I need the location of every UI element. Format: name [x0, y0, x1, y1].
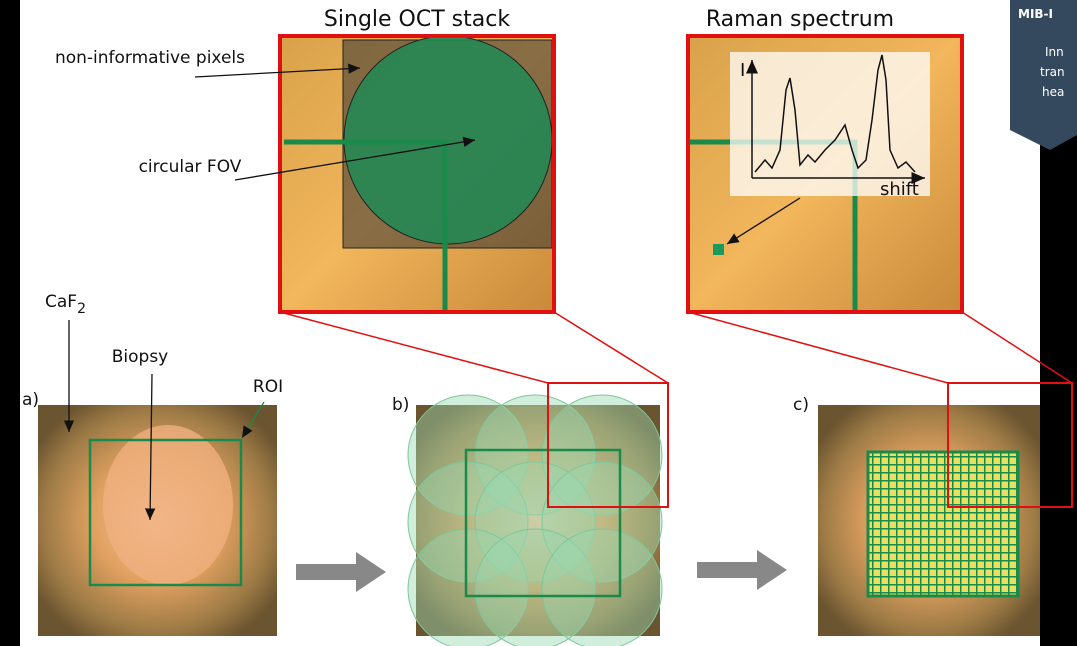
panel-label: b) [392, 395, 409, 415]
fov-tiles [408, 395, 662, 646]
raman-title: Raman spectrum [706, 7, 894, 32]
zoom-lines [280, 312, 1072, 383]
figure: MIB-I Inn tran hea Single OCT stack non-… [0, 0, 1077, 646]
y-axis-label: I [740, 60, 745, 81]
biopsy-label: Biopsy [112, 347, 169, 367]
pixels-label-text: non-informative pixels [55, 48, 245, 68]
badge-line: Inn [1045, 45, 1064, 59]
step-arrow [296, 552, 386, 592]
measure-point [713, 244, 724, 255]
substrate-label: CaF2 [45, 292, 86, 317]
x-axis-label: shift [880, 179, 919, 200]
left-strip [0, 0, 20, 646]
badge-title: MIB-I [1018, 7, 1053, 21]
step-arrow [697, 550, 787, 590]
oct-title: Single OCT stack [324, 7, 510, 32]
substrate-subscript: 2 [77, 301, 86, 317]
panel-label: c) [793, 395, 809, 415]
substrate-text: CaF [45, 292, 77, 312]
badge-line: tran [1040, 65, 1065, 79]
biopsy [103, 425, 233, 585]
raman-grid [868, 452, 1018, 596]
roi-label: ROI [253, 377, 283, 397]
pixels-label: non-informative pixels [55, 48, 245, 68]
panel-label: a) [22, 390, 39, 410]
spectrum-panel [730, 52, 930, 196]
badge-line: hea [1042, 85, 1064, 99]
page: MIB-I Inn tran hea Single OCT stack non-… [0, 0, 1077, 646]
fov-label: circular FOV [139, 157, 242, 177]
